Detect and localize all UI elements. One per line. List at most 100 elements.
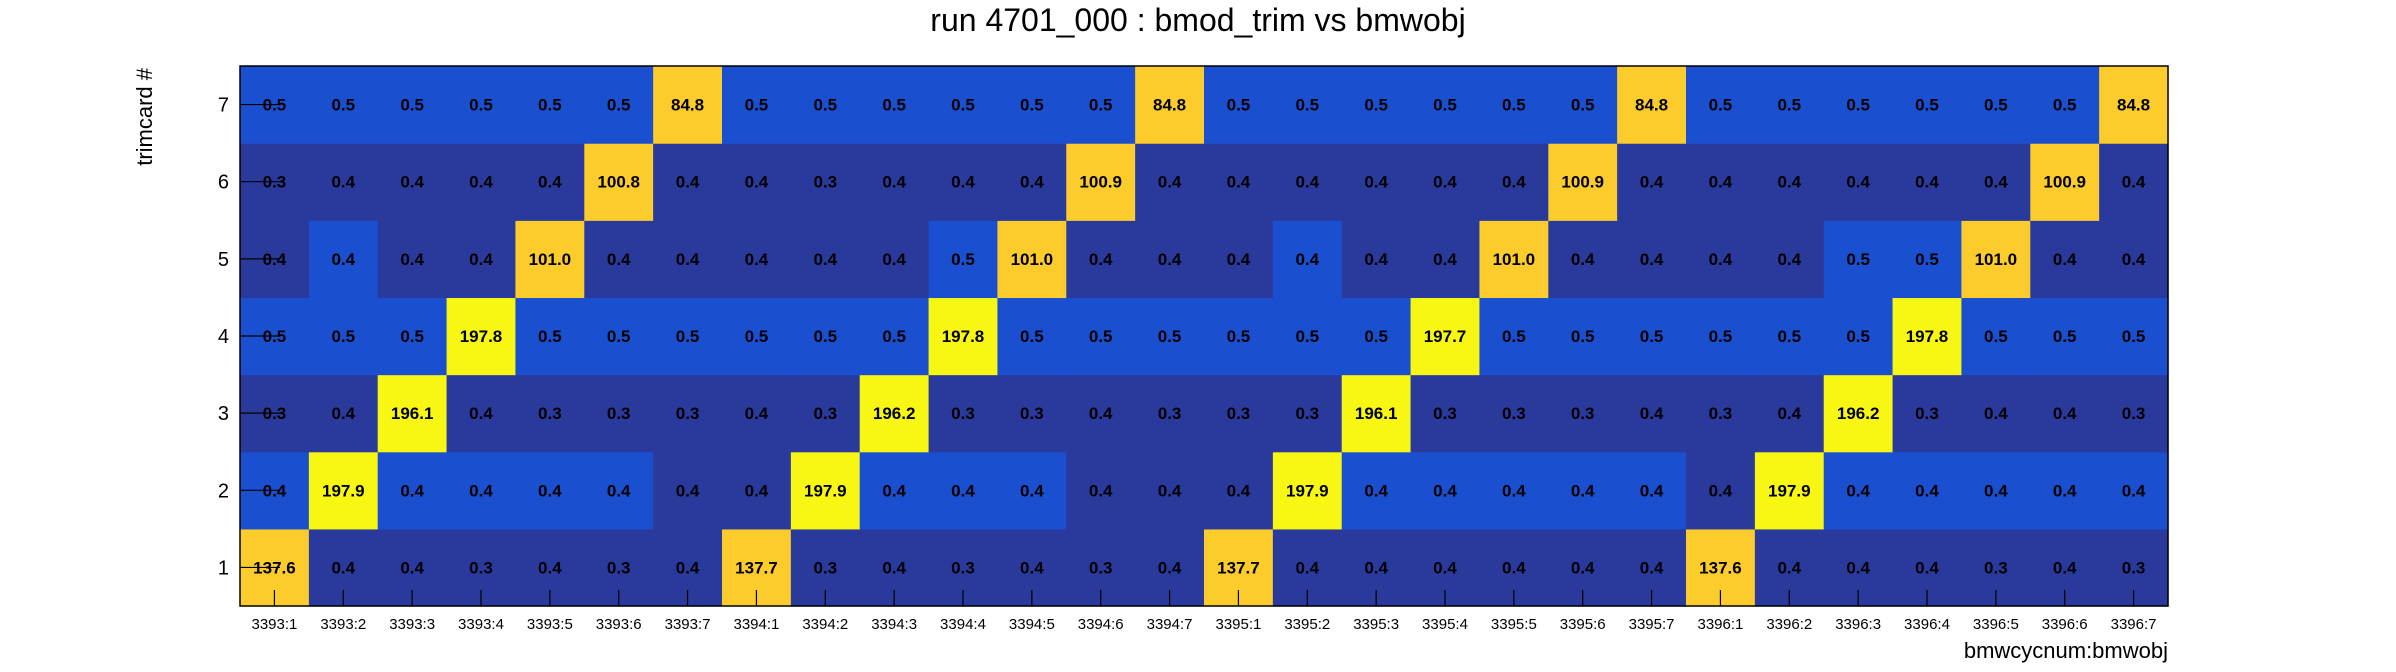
cell-value-label: 0.5 xyxy=(331,327,355,346)
cell-value-label: 0.5 xyxy=(1020,96,1044,115)
cell-value-label: 0.5 xyxy=(882,327,906,346)
cell-value-label: 0.4 xyxy=(469,481,493,500)
cell-value-label: 0.5 xyxy=(2053,327,2077,346)
heatmap-cell xyxy=(1272,143,1343,221)
cell-value-label: 0.4 xyxy=(331,558,355,577)
heatmap-cell xyxy=(653,297,723,376)
heatmap-cell xyxy=(1204,143,1274,221)
cell-value-label: 0.4 xyxy=(676,481,700,500)
heatmap-cell xyxy=(722,451,792,530)
x-tick-label: 3395:7 xyxy=(1629,616,1675,633)
cell-value-label: 0.4 xyxy=(1846,558,1870,577)
heatmap-cell xyxy=(1204,297,1274,376)
heatmap-cell xyxy=(515,66,585,144)
heatmap-cell xyxy=(1548,374,1618,453)
heatmap-cell xyxy=(790,374,861,453)
heatmap-cell xyxy=(722,66,792,144)
heatmap-cell xyxy=(1410,143,1481,221)
cell-value-label: 0.5 xyxy=(331,96,355,115)
cell-value-label: 0.5 xyxy=(1502,327,1526,346)
heatmap-cell xyxy=(859,374,930,453)
heatmap-cell xyxy=(1548,451,1618,530)
heatmap-cell xyxy=(1341,374,1412,453)
cell-value-label: 0.5 xyxy=(1777,327,1801,346)
cell-value-label: 0.4 xyxy=(1984,404,2008,423)
heatmap-cell xyxy=(584,143,654,221)
heatmap-cell xyxy=(1754,374,1825,453)
cell-value-label: 0.4 xyxy=(1915,558,1939,577)
cell-value-label: 137.7 xyxy=(735,558,778,577)
cell-value-label: 100.9 xyxy=(2043,173,2086,192)
cell-value-label: 0.4 xyxy=(1777,404,1801,423)
heatmap-cell xyxy=(1686,66,1756,144)
cell-value-label: 0.5 xyxy=(1571,327,1595,346)
cell-value-label: 0.4 xyxy=(538,481,562,500)
cell-value-label: 0.5 xyxy=(813,327,837,346)
cell-value-label: 84.8 xyxy=(1153,96,1186,115)
heatmap-cell xyxy=(377,220,448,299)
cell-value-label: 0.4 xyxy=(1709,173,1733,192)
heatmap-cell xyxy=(2099,451,2169,530)
heatmap-cell xyxy=(1548,143,1618,221)
heatmap-cell xyxy=(1892,220,1963,299)
cell-value-label: 0.5 xyxy=(1709,96,1733,115)
heatmap-cell xyxy=(1686,143,1756,221)
cell-value-label: 0.5 xyxy=(1984,327,2008,346)
x-tick-label: 3393:5 xyxy=(527,616,573,633)
cell-value-label: 0.5 xyxy=(1364,327,1388,346)
heatmap-cell xyxy=(1135,297,1205,376)
heatmap-cell xyxy=(997,143,1067,221)
cell-value-label: 0.5 xyxy=(1571,96,1595,115)
cell-value-label: 101.0 xyxy=(529,250,572,269)
heatmap-cell xyxy=(584,297,654,376)
cell-value-label: 0.4 xyxy=(400,558,424,577)
x-tick-label: 3396:1 xyxy=(1697,616,1743,633)
y-tick-labels: 1 2 3 4 5 6 7 xyxy=(218,95,229,580)
x-tick-label: 3396:3 xyxy=(1835,616,1881,633)
cell-value-label: 0.4 xyxy=(1433,481,1457,500)
cell-value-label: 0.5 xyxy=(951,250,975,269)
cell-value-label: 0.4 xyxy=(676,558,700,577)
cell-value-label: 0.3 xyxy=(2122,558,2146,577)
heatmap-cell xyxy=(722,220,792,299)
x-tick-label: 3393:6 xyxy=(596,616,642,633)
heatmap-cell xyxy=(722,143,792,221)
cell-value-label: 0.4 xyxy=(882,173,906,192)
heatmap-cell xyxy=(1617,220,1687,299)
heatmap-cell xyxy=(1754,66,1825,144)
x-tick-label: 3396:5 xyxy=(1973,616,2019,633)
cell-value-label: 0.4 xyxy=(1433,250,1457,269)
cell-value-label: 0.5 xyxy=(400,327,424,346)
cell-value-label: 0.4 xyxy=(469,404,493,423)
cell-value-label: 0.5 xyxy=(1227,96,1251,115)
heatmap-cell xyxy=(722,374,792,453)
heatmap-cell xyxy=(446,374,517,453)
heatmap-cell xyxy=(515,451,585,530)
x-tick-label: 3393:3 xyxy=(389,616,435,633)
cell-value-label: 0.3 xyxy=(607,404,631,423)
heatmap-cell xyxy=(1961,451,2031,530)
cell-value-label: 0.4 xyxy=(745,481,769,500)
cell-value-label: 0.4 xyxy=(607,481,631,500)
heatmap-cell xyxy=(1272,220,1343,299)
cell-value-label: 0.4 xyxy=(1020,558,1044,577)
cell-value-label: 0.3 xyxy=(676,404,700,423)
x-tick-label: 3395:1 xyxy=(1215,616,1261,633)
heatmap-cell xyxy=(1479,374,1549,453)
cell-value-label: 100.8 xyxy=(597,173,640,192)
heatmap-cell xyxy=(2099,143,2169,221)
cell-value-label: 0.4 xyxy=(1158,250,1182,269)
heatmap-cell xyxy=(377,374,448,453)
heatmap-cell xyxy=(1341,220,1412,299)
heatmap-cell xyxy=(1823,66,1894,144)
x-tick-label: 3394:7 xyxy=(1147,616,1193,633)
cell-value-label: 0.4 xyxy=(1777,173,1801,192)
x-tick-label: 3395:6 xyxy=(1560,616,1606,633)
heatmap-cell xyxy=(1204,374,1274,453)
chart-title: run 4701_000 : bmod_trim vs bmwobj xyxy=(930,2,1466,38)
cell-value-label: 0.4 xyxy=(2053,404,2077,423)
x-tick-label: 3394:3 xyxy=(871,616,917,633)
heatmap-cell xyxy=(859,143,930,221)
heatmap-cell xyxy=(1066,66,1136,144)
cell-value-label: 0.4 xyxy=(1158,558,1182,577)
